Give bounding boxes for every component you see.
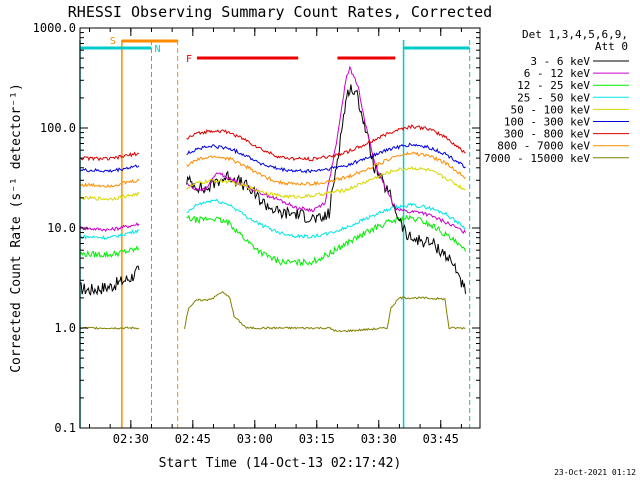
series-100-300-kev-line-2 — [186, 142, 466, 174]
legend-label: 6 - 12 keV — [524, 67, 591, 80]
chart-title: RHESSI Observing Summary Count Rates, Co… — [68, 3, 492, 21]
series-800-7000-kev-line-1 — [79, 178, 140, 188]
x-tick-label: 03:00 — [237, 432, 273, 446]
legend-label: 800 - 7000 keV — [497, 140, 590, 153]
series-50-100-kev-line-2 — [186, 165, 466, 200]
series-25-50-kev-line-2 — [186, 198, 466, 239]
series-800-7000-kev-line-2 — [186, 151, 466, 187]
legend-label: 12 - 25 keV — [517, 79, 590, 92]
series-7000-15000-kev-line-1 — [79, 326, 140, 330]
x-axis-label: Start Time (14-Oct-13 02:17:42) — [159, 456, 402, 471]
x-tick-label: 02:30 — [113, 432, 149, 446]
x-tick-label: 02:45 — [175, 432, 211, 446]
legend-label: 300 - 800 keV — [504, 128, 590, 141]
x-tick-label: 03:45 — [423, 432, 459, 446]
series-3-6-kev-line-2 — [186, 84, 466, 294]
series-300-800-kev-line-2 — [186, 124, 466, 162]
series-12-25-kev-line-1 — [79, 245, 140, 259]
x-tick-label: 03:15 — [299, 432, 335, 446]
night-marker-label: N — [154, 44, 160, 55]
axes: 0.1 1.0 10.0 100.0 1000.0 02:30 02:45 03:00 03:1… — [33, 21, 481, 446]
legend-label: 3 - 6 keV — [530, 55, 590, 68]
y-tick-label: 0.1 — [54, 421, 76, 435]
y-tick-label: 10.0 — [47, 221, 76, 235]
plot-frame — [79, 27, 481, 429]
y-tick-label: 100.0 — [40, 121, 76, 135]
series-300-800-kev-line-1 — [79, 151, 140, 162]
legend-header-line-1: Det 1,3,4,5,6,9, — [522, 28, 628, 41]
series-12-25-kev-line-2 — [186, 214, 466, 267]
series-3-6-kev-line-1 — [79, 265, 140, 296]
y-tick-label: 1.0 — [54, 321, 76, 335]
flare-marker-label: F — [186, 54, 192, 65]
legend-header-line-2: Att 0 — [595, 40, 628, 53]
series-100-300-kev-line-1 — [79, 164, 140, 173]
legend-label: 100 - 300 keV — [504, 116, 590, 129]
saa-marker-label: S — [110, 36, 116, 47]
y-tick-label: 1000.0 — [33, 21, 76, 35]
series-6-12-kev-line-2 — [186, 65, 466, 235]
series-6-12-kev-line-1 — [79, 222, 140, 233]
legend-label: 7000 - 15000 keV — [484, 152, 590, 165]
footer-date: 23-Oct-2021 01:12 — [554, 468, 636, 477]
x-tick-label: 03:30 — [361, 432, 397, 446]
series-50-100-kev-line-1 — [79, 191, 140, 201]
series-25-50-kev-line-1 — [79, 229, 140, 241]
y-axis-label: Corrected Count Rate (s⁻¹ detector⁻¹) — [9, 83, 24, 373]
legend-label: 50 - 100 keV — [511, 103, 591, 116]
plot-area: S N F — [79, 36, 471, 428]
legend-label: 25 - 50 keV — [517, 91, 590, 104]
series-7000-15000-kev-line-2 — [184, 291, 466, 333]
